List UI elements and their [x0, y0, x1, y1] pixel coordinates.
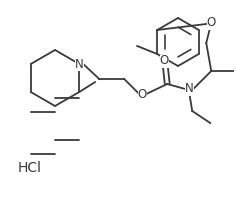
Text: N: N: [75, 58, 84, 71]
Text: N: N: [185, 82, 194, 95]
Text: O: O: [138, 88, 147, 101]
Text: O: O: [160, 54, 169, 68]
Text: O: O: [207, 17, 216, 30]
Text: HCl: HCl: [18, 161, 42, 175]
